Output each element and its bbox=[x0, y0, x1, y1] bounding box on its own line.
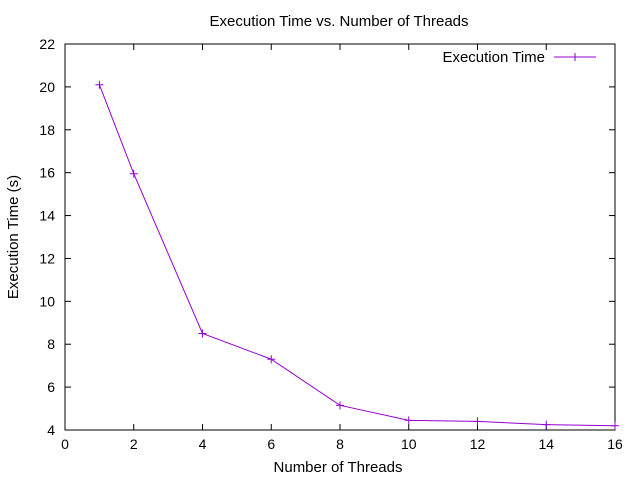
x-tick-label: 14 bbox=[538, 436, 554, 452]
y-tick-label: 12 bbox=[39, 250, 55, 266]
y-tick-label: 4 bbox=[47, 422, 55, 438]
data-point bbox=[542, 420, 551, 429]
x-tick-label: 4 bbox=[199, 436, 207, 452]
x-tick-label: 2 bbox=[130, 436, 138, 452]
data-point bbox=[473, 417, 482, 426]
chart-title: Execution Time vs. Number of Threads bbox=[210, 13, 469, 30]
x-axis-label: Number of Threads bbox=[274, 459, 403, 476]
legend-label: Execution Time bbox=[442, 49, 545, 66]
x-tick-label: 16 bbox=[607, 436, 623, 452]
y-axis: 4 6 8 10 12 14 16 18 20 22 bbox=[39, 36, 615, 438]
x-tick-label: 8 bbox=[336, 436, 344, 452]
y-tick-label: 20 bbox=[39, 79, 55, 95]
legend: Execution Time bbox=[442, 49, 596, 66]
plot-area-frame bbox=[64, 43, 616, 431]
y-tick-label: 14 bbox=[39, 208, 55, 224]
x-tick-label: 12 bbox=[470, 436, 486, 452]
data-point bbox=[95, 80, 104, 89]
x-tick-label: 10 bbox=[401, 436, 417, 452]
data-point bbox=[611, 421, 619, 430]
series-layer bbox=[95, 80, 619, 430]
y-tick-label: 10 bbox=[39, 293, 55, 309]
x-tick-label: 0 bbox=[61, 436, 69, 452]
y-tick-label: 8 bbox=[47, 336, 55, 352]
x-axis: 0 2 4 6 8 10 12 14 16 bbox=[61, 44, 623, 452]
legend-marker bbox=[571, 53, 579, 61]
y-tick-label: 22 bbox=[39, 36, 55, 52]
y-tick-label: 18 bbox=[39, 122, 55, 138]
data-point bbox=[129, 169, 138, 178]
x-tick-label: 6 bbox=[267, 436, 275, 452]
data-point bbox=[404, 416, 413, 425]
y-tick-label: 16 bbox=[39, 165, 55, 181]
data-point bbox=[267, 355, 276, 364]
data-point bbox=[198, 329, 207, 338]
data-point bbox=[336, 401, 344, 410]
y-tick-label: 6 bbox=[47, 379, 55, 395]
y-axis-label: Execution Time (s) bbox=[5, 175, 22, 299]
series-line bbox=[98, 84, 616, 427]
